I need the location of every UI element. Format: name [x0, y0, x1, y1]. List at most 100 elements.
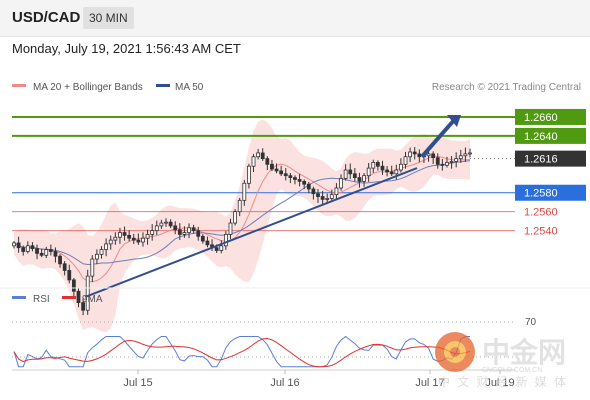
candle-body [435, 157, 440, 165]
candle-body [90, 258, 95, 277]
candle-body [334, 187, 339, 196]
candle-body [48, 249, 53, 252]
level-label: 1.2616 [524, 154, 558, 166]
candle-body [187, 227, 191, 233]
candle-body [35, 248, 39, 254]
candle-body [445, 162, 449, 166]
candle-body [375, 162, 380, 167]
level-badge [515, 127, 586, 144]
watermark-tagline: 中 文 财 经 新 媒 体 [438, 374, 568, 389]
candle-body [71, 279, 76, 292]
candle-body [21, 247, 26, 252]
candle-body [293, 177, 297, 180]
candle-body [288, 175, 293, 178]
candle-body [380, 165, 385, 171]
candle-body [329, 194, 334, 199]
candle-body [200, 235, 205, 242]
candle-body [53, 251, 58, 257]
candle-body [76, 290, 81, 304]
candle-body [182, 232, 187, 235]
candle-body [408, 151, 413, 158]
rsi-70-label: 70 [525, 317, 537, 328]
trendline [84, 167, 418, 298]
candle-body [219, 245, 224, 251]
candle-body [371, 162, 376, 169]
candle-body [242, 182, 247, 201]
candle-body [302, 180, 307, 185]
candle-body [177, 229, 182, 235]
candle-body [44, 249, 49, 256]
candle-body [131, 237, 136, 241]
level-badge [515, 150, 586, 167]
candle-body [306, 183, 311, 190]
candle-body [58, 255, 62, 265]
candle-body [223, 234, 228, 247]
candle-body [122, 232, 127, 236]
bollinger-bands [14, 119, 470, 333]
candle-body [39, 252, 44, 256]
forecast-arrow [420, 117, 457, 159]
candle-body [145, 234, 150, 239]
candle-body [196, 230, 201, 237]
rsi-9ma-line [13, 337, 471, 368]
legend-swatch-ma50 [156, 84, 170, 87]
timeframe-button[interactable]: 30 MIN [83, 7, 134, 29]
ma50-line [13, 160, 471, 266]
candle-body [154, 225, 159, 232]
candle-body [104, 243, 109, 250]
level-label: 1.2560 [524, 207, 558, 219]
candle-body [141, 237, 145, 243]
candle-body [412, 151, 417, 155]
x-tick-label: Jul 19 [485, 377, 514, 389]
level-lines [12, 115, 515, 232]
legend-rsi: RSI [33, 294, 50, 305]
candle-body [274, 168, 279, 172]
candle-body [385, 169, 389, 173]
candle-body [99, 249, 104, 255]
rsi-lines [13, 335, 471, 368]
candle-body [191, 227, 196, 232]
watermark-site: CNGOLD.COM.CN [482, 367, 542, 374]
candle-body [247, 165, 251, 184]
candle-body [173, 225, 178, 231]
ma20-line [13, 155, 471, 283]
x-ticks: Jul 15 Jul 16 Jul 17 Jul 19 [123, 370, 515, 389]
candle-body [348, 169, 353, 175]
level-label: 1.2640 [524, 131, 558, 143]
level-label: 1.2580 [524, 188, 558, 200]
symbol-title: USD/CAD [12, 9, 81, 26]
candle-body [237, 199, 242, 213]
candle-body [168, 221, 173, 227]
candle-body [127, 234, 132, 239]
candle-body [357, 177, 362, 182]
x-tick-label: Jul 16 [270, 377, 299, 389]
copyright: Research © 2021 Trading Central [432, 82, 581, 93]
candle-body [95, 253, 99, 260]
candle-body [311, 188, 316, 195]
level-labels: 1.2660 1.2640 1.2616 1.2580 1.2560 1.2540 [515, 108, 586, 238]
candle-body [325, 198, 330, 200]
candle-body [16, 242, 21, 249]
legend-ma50: MA 50 [175, 82, 204, 93]
level-badge [515, 108, 586, 125]
candle-body [270, 163, 274, 170]
x-tick-label: Jul 17 [415, 377, 444, 389]
chart-header: USD/CAD 30 MIN [0, 0, 590, 37]
chart-datetime: Monday, July 19, 2021 1:56:43 AM CET [12, 41, 241, 56]
candle-body [339, 178, 343, 189]
candle-body [159, 222, 164, 227]
candle-body [67, 270, 72, 281]
candle-body [25, 245, 30, 252]
forecast-arrow-head [446, 115, 461, 128]
candle-body [399, 163, 403, 171]
candle-body [283, 173, 288, 177]
watermark-brand: 中金网 [482, 336, 566, 368]
candle-body [113, 236, 118, 241]
candle-body [449, 161, 454, 163]
candle-body [251, 156, 256, 167]
level-badge [515, 184, 586, 201]
legend-9ma: 9MA [82, 294, 103, 305]
candle-body [62, 263, 67, 271]
trendline-group [84, 115, 461, 298]
